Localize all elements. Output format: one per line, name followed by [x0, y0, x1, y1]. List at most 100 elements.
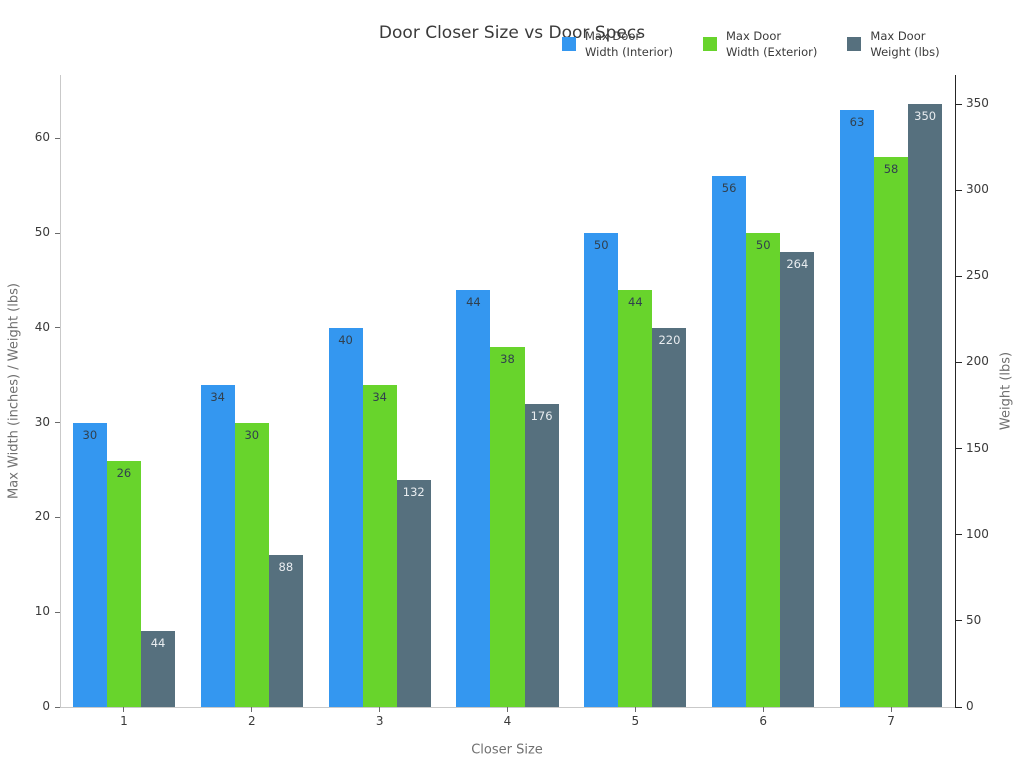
y-axis-spine-right [955, 75, 956, 708]
bar-value-label-exterior-size-3: 34 [372, 389, 387, 404]
bar-value-label-weight-size-5: 220 [658, 333, 681, 348]
x-axis-tick-label: 1 [120, 714, 128, 728]
bar-value-label-exterior-size-5: 44 [628, 295, 643, 310]
x-axis-tick-label: 4 [503, 714, 512, 728]
y-axis-tick-label-left: 60 [34, 130, 50, 145]
y-axis-tick-label-right: 300 [966, 182, 989, 197]
bar-value-label-exterior-size-6: 50 [755, 238, 771, 253]
bar-value-label-interior-size-1: 30 [82, 427, 98, 442]
chart-title: Door Closer Size vs Door Specs [378, 23, 646, 43]
x-axis-tick [890, 707, 892, 712]
bar-exterior-size-6 [746, 233, 781, 707]
bar-exterior-size-1 [106, 460, 141, 707]
y-axis-tick-label-right: 150 [966, 440, 989, 455]
legend-swatch-interior [562, 37, 576, 51]
x-axis-spine [60, 707, 956, 708]
y-axis-tick-label-right: 100 [966, 526, 989, 541]
bar-interior-size-3 [328, 327, 363, 707]
legend-label-line1: Max Door [726, 29, 782, 43]
bar-value-label-weight-size-4: 176 [530, 408, 553, 423]
y-axis-tick-label-right: 250 [966, 268, 989, 283]
bar-exterior-size-7 [874, 157, 909, 707]
bar-value-label-weight-size-1: 44 [150, 636, 166, 651]
bar-value-label-exterior-size-1: 26 [116, 465, 132, 480]
y-axis-tick-left [55, 516, 60, 518]
y-axis-tick-right [956, 189, 962, 191]
legend-label-line2: Weight (lbs) [870, 45, 940, 59]
legend-label-line2: Width (Interior) [585, 45, 673, 59]
bar-exterior-size-3 [362, 384, 397, 707]
y-axis-tick-right [956, 275, 962, 277]
bar-value-label-weight-size-6: 264 [786, 257, 809, 272]
y-axis-tick-label-right: 350 [966, 96, 989, 111]
x-axis-tick-label: 2 [247, 714, 256, 728]
legend-label-exterior: Max Door Width (Exterior) [726, 28, 817, 60]
bar-value-label-weight-size-2: 88 [278, 560, 294, 575]
y-axis-label-right: Weight (lbs) [998, 351, 1014, 431]
y-axis-tick-right [956, 706, 962, 708]
bar-interior-size-4 [456, 290, 491, 707]
y-axis-tick-left [55, 611, 60, 613]
legend-entry-exterior: Max Door Width (Exterior) [703, 27, 817, 61]
bar-interior-size-5 [584, 233, 619, 707]
bar-value-label-weight-size-7: 350 [914, 109, 937, 124]
y-axis-tick-right [956, 361, 962, 363]
y-axis-tick-right [956, 448, 962, 450]
bar-exterior-size-5 [618, 290, 653, 707]
legend-entry-weight: Max Door Weight (lbs) [847, 27, 940, 61]
legend-label-line1: Max Door [870, 29, 926, 43]
bar-value-label-interior-size-2: 34 [210, 389, 225, 404]
x-axis-tick-label: 6 [759, 714, 768, 728]
y-axis-tick-label-right: 0 [966, 699, 974, 713]
y-axis-tick-label-left: 20 [34, 509, 50, 524]
x-axis-label: Closer Size [471, 742, 543, 758]
y-axis-tick-left [55, 137, 60, 139]
legend-label-weight: Max Door Weight (lbs) [870, 28, 939, 60]
bar-value-label-exterior-size-4: 38 [500, 351, 515, 366]
bar-value-label-interior-size-6: 56 [721, 181, 737, 196]
y-axis-tick-label-left: 50 [34, 225, 50, 240]
legend: Max Door Width (Interior) Max Door Width (… [562, 27, 940, 61]
y-axis-tick-label-right: 200 [966, 354, 989, 369]
bar-interior-size-1 [72, 422, 107, 707]
y-axis-spine-left [60, 75, 61, 707]
bar-weight-size-4 [524, 403, 559, 707]
bar-weight-size-1 [140, 631, 176, 707]
x-axis-tick [251, 707, 253, 712]
y-axis-tick-label-left: 10 [34, 604, 50, 619]
legend-swatch-weight [847, 37, 862, 51]
y-axis-tick-label-left: 40 [34, 319, 50, 334]
x-axis-tick [634, 707, 636, 712]
bar-value-label-interior-size-3: 40 [338, 332, 353, 347]
bar-weight-size-3 [396, 479, 431, 707]
bar-interior-size-2 [200, 384, 235, 707]
x-axis-tick [123, 707, 125, 712]
bar-value-label-interior-size-7: 63 [849, 115, 865, 130]
x-axis-tick-label: 3 [375, 714, 384, 728]
bar-exterior-size-2 [234, 422, 269, 707]
legend-label-line1: Max Door [585, 29, 641, 43]
bar-weight-size-7 [908, 104, 943, 707]
bar-value-label-weight-size-3: 132 [402, 484, 425, 499]
bar-interior-size-7 [839, 110, 875, 707]
bar-value-label-interior-size-5: 50 [593, 238, 609, 253]
y-axis-tick-left [55, 232, 60, 234]
y-axis-tick-right [956, 534, 962, 536]
x-axis-tick-label: 7 [887, 714, 895, 728]
x-axis-tick [507, 707, 508, 712]
bar-value-label-exterior-size-7: 58 [883, 162, 899, 177]
bar-weight-size-6 [780, 252, 815, 707]
y-axis-tick-left [55, 327, 60, 329]
y-axis-tick-label-left: 30 [34, 414, 50, 429]
y-axis-tick-left [55, 422, 60, 424]
legend-label-line2: Width (Exterior) [726, 45, 818, 59]
bar-value-label-exterior-size-2: 30 [244, 427, 260, 442]
legend-swatch-exterior [703, 37, 717, 51]
legend-label-interior: Max Door Width (Interior) [585, 28, 673, 60]
y-axis-tick-label-right: 50 [966, 612, 982, 627]
x-axis-tick [762, 707, 764, 712]
x-axis-tick [379, 707, 381, 712]
bar-value-label-interior-size-4: 44 [466, 295, 481, 310]
legend-entry-interior: Max Door Width (Interior) [562, 27, 673, 61]
